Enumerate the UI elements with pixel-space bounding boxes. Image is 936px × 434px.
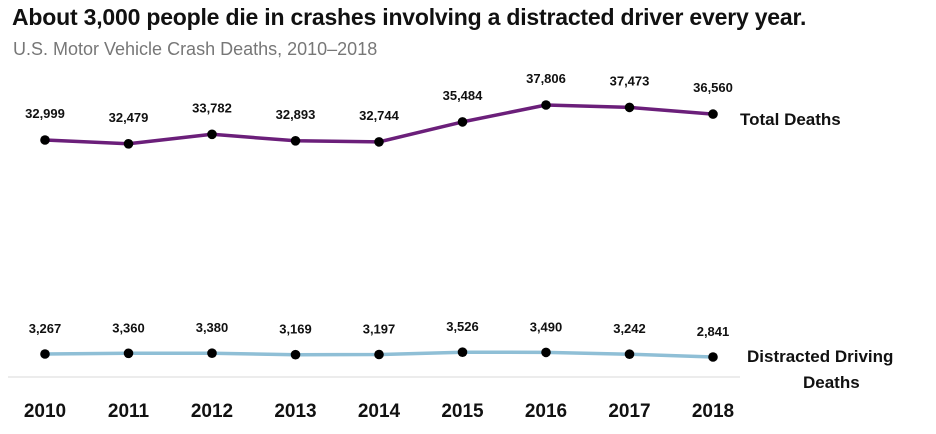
x-tick-label: 2017 xyxy=(608,401,650,422)
data-label: 3,169 xyxy=(279,322,312,337)
data-label: 32,479 xyxy=(109,110,149,125)
data-label: 37,806 xyxy=(526,71,566,86)
data-label: 32,893 xyxy=(276,107,316,122)
data-label: 36,560 xyxy=(693,80,733,95)
data-point xyxy=(40,349,50,359)
data-label: 35,484 xyxy=(443,88,484,103)
data-point xyxy=(290,136,301,146)
data-point xyxy=(290,349,301,360)
data-point xyxy=(541,347,551,358)
x-tick-label: 2010 xyxy=(24,401,66,422)
x-tick-label: 2015 xyxy=(441,401,484,422)
x-tick-label: 2011 xyxy=(108,401,150,422)
data-point xyxy=(624,102,635,113)
x-tick-label: 2013 xyxy=(274,401,316,422)
chart-title: About 3,000 people die in crashes involv… xyxy=(12,4,807,30)
data-point xyxy=(123,139,134,149)
data-label: 37,473 xyxy=(610,73,650,88)
x-tick-label: 2014 xyxy=(358,401,401,422)
data-label: 3,267 xyxy=(29,321,62,336)
data-label: 3,360 xyxy=(112,320,145,335)
data-label: 3,490 xyxy=(530,319,563,334)
series-label-line: Distracted Driving xyxy=(747,347,893,366)
data-label: 2,841 xyxy=(697,324,730,339)
data-label: 32,999 xyxy=(25,106,65,121)
data-label: 3,242 xyxy=(613,321,646,336)
data-label: 33,782 xyxy=(192,100,232,115)
data-point xyxy=(457,347,468,358)
data-point xyxy=(708,109,718,119)
series-label-distracted-driving-deaths: Distracted Driving Deaths xyxy=(747,347,893,392)
data-point xyxy=(374,349,384,360)
x-axis-ticks: 2010 2011 2012 2013 2014 2015 2016 2017 2018 xyxy=(24,401,734,422)
data-point xyxy=(207,348,217,359)
x-tick-label: 2016 xyxy=(525,401,567,422)
series-label-total-deaths: Total Deaths xyxy=(740,110,841,129)
series-labels: Total Deaths Distracted Driving Deaths xyxy=(740,110,893,392)
data-point xyxy=(40,135,50,145)
chart-subtitle: U.S. Motor Vehicle Crash Deaths, 2010–20… xyxy=(13,39,378,59)
data-points xyxy=(40,100,718,362)
data-label: 32,744 xyxy=(359,108,400,123)
data-point xyxy=(708,352,718,362)
series-label-line: Deaths xyxy=(803,373,860,392)
data-point xyxy=(541,100,551,110)
x-tick-label: 2018 xyxy=(692,401,734,422)
data-point xyxy=(457,117,468,127)
data-label: 3,380 xyxy=(196,320,229,335)
x-tick-label: 2012 xyxy=(191,401,233,422)
data-point xyxy=(374,137,384,147)
data-point xyxy=(624,349,635,360)
data-labels: 32,999 32,479 33,782 32,893 32,744 35,484 37,8… xyxy=(25,71,733,339)
data-point xyxy=(207,129,217,140)
data-label: 3,526 xyxy=(446,319,479,334)
data-label: 3,197 xyxy=(363,322,396,337)
data-point xyxy=(123,348,134,359)
